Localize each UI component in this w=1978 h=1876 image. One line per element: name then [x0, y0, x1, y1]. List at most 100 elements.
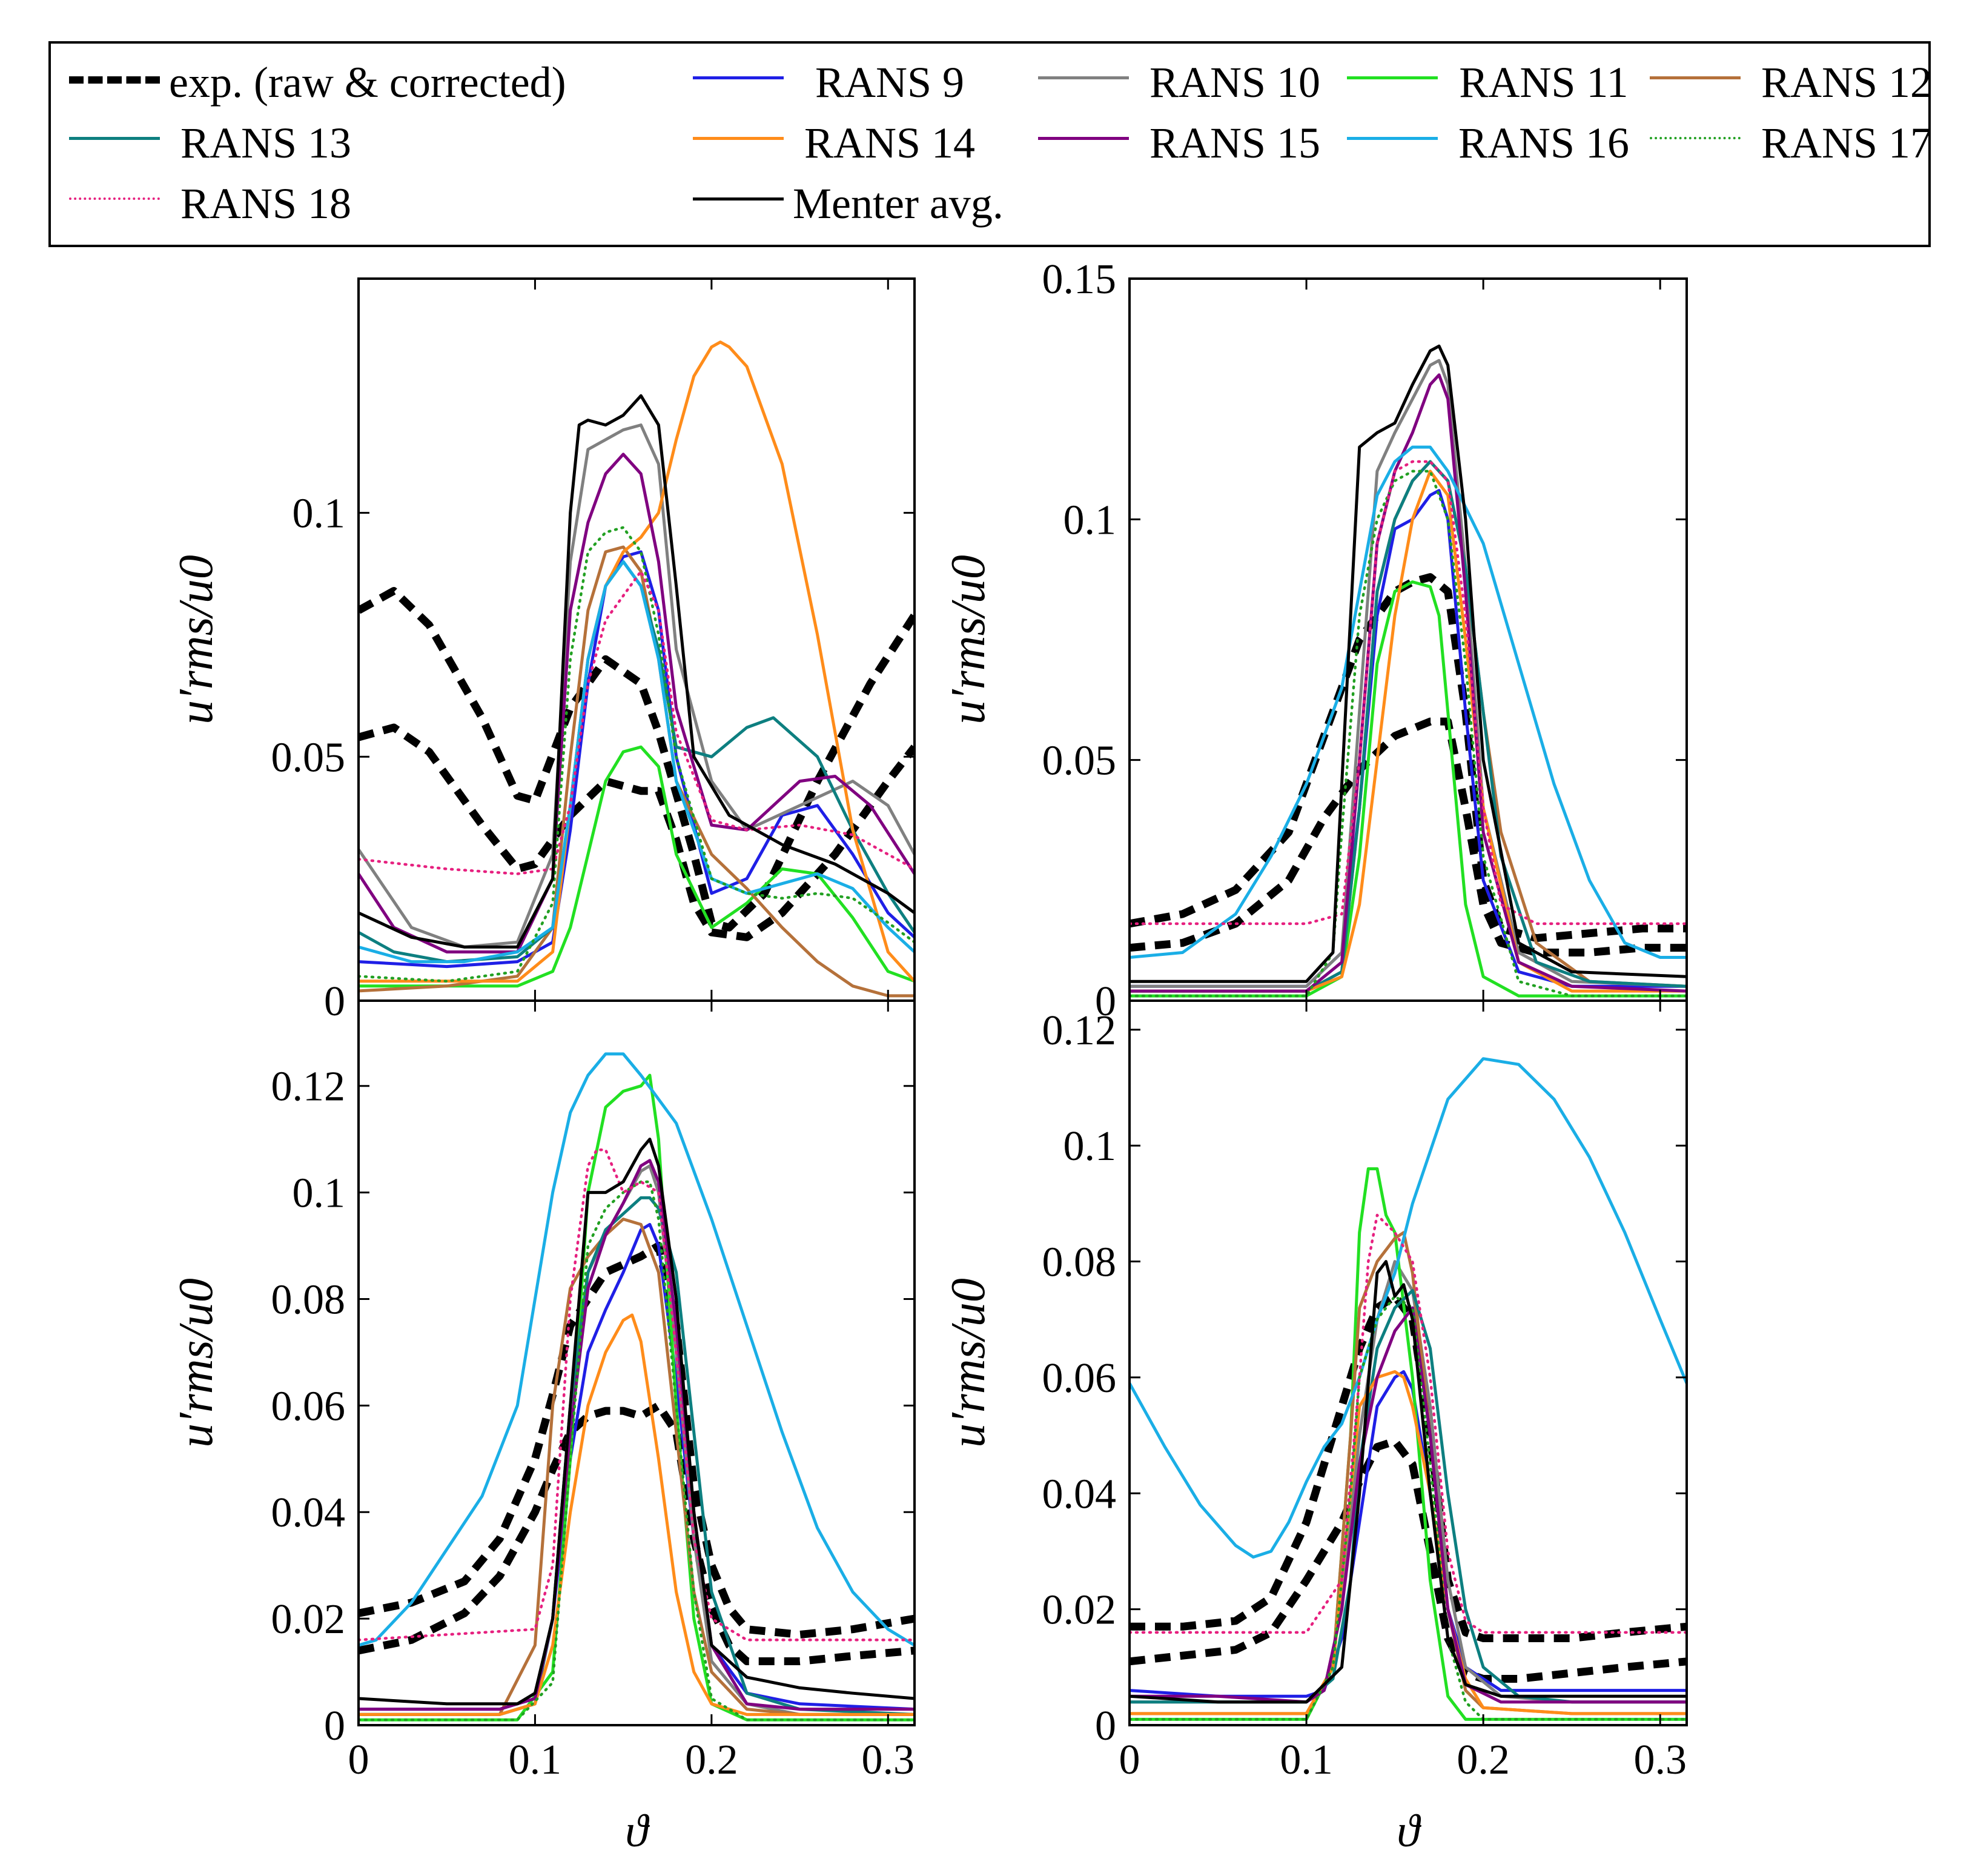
y-axis-label: u′rms/u0 [170, 555, 223, 724]
series-group [1130, 1057, 1687, 1721]
x-tick-label: 0.1 [1280, 1737, 1333, 1783]
series-line-menter [359, 394, 915, 949]
series-line-r14 [1130, 1370, 1687, 1715]
series-group [359, 1052, 915, 1722]
panel-bottom-left: 0 0.02 0.04 0.06 0.08 0.1 0.12 0 0.1 0.2 0.3 ϑ u′rms… [170, 999, 916, 1857]
x-tick-label: 0 [1119, 1737, 1140, 1783]
series-line-r10 [359, 423, 915, 949]
series-group [1130, 344, 1687, 998]
series-line-r18 [359, 1148, 915, 1642]
legend-item-r10: RANS 10 [1038, 52, 1353, 113]
legend-swatch-r14 [693, 137, 784, 140]
series-line-r15 [1130, 373, 1687, 993]
series-line-r16 [359, 1052, 915, 1647]
series-line-r13 [359, 1196, 915, 1716]
plot-frame [357, 999, 916, 1726]
legend-item-r17: RANS 17 [1650, 113, 1965, 173]
y-axis-label: u′rms/u0 [170, 1278, 223, 1448]
plot-frame [1128, 277, 1688, 1002]
legend-label-exp: exp. (raw & corrected) [169, 58, 566, 107]
legend-item-r13: RANS 13 [69, 113, 384, 173]
legend-label-r17: RANS 17 [1761, 119, 1933, 167]
legend-swatch-r11 [1347, 76, 1438, 79]
series-line-r16 [1130, 445, 1687, 959]
legend-label-r10: RANS 10 [1149, 58, 1321, 107]
y-tick-label: 0 [324, 1703, 345, 1749]
y-tick-label: 0.08 [271, 1276, 346, 1323]
series-line-exp [1130, 717, 1687, 956]
y-tick-label: 0.1 [293, 491, 346, 537]
y-tick-label: 0.12 [1042, 1007, 1117, 1054]
y-tick-label: 0.04 [1042, 1471, 1117, 1517]
legend-swatch-r13 [69, 137, 160, 140]
series-line-r15 [359, 452, 915, 953]
legend-label-r12: RANS 12 [1761, 58, 1933, 107]
legend-item-r12: RANS 12 [1650, 52, 1965, 113]
y-tick-label: 0.05 [1042, 738, 1117, 784]
legend-label-r13: RANS 13 [180, 119, 352, 167]
y-tick-label: 0.1 [293, 1170, 346, 1217]
x-tick-label: 0.3 [862, 1737, 915, 1783]
legend-item-r18: RANS 18 [69, 173, 384, 234]
x-axis-label: ϑ [625, 1806, 650, 1857]
x-tick-label: 0.2 [1457, 1737, 1510, 1783]
y-tick-label: 0.06 [1042, 1355, 1117, 1402]
legend-label-r9: RANS 9 [815, 58, 965, 107]
y-tick-label: 0 [1095, 978, 1116, 1025]
series-line-r13 [1130, 460, 1687, 993]
series-line-r9 [359, 1222, 915, 1711]
series-line-exp [359, 1401, 915, 1665]
legend-item-r15: RANS 15 [1038, 113, 1353, 173]
series-line-exp [359, 723, 915, 941]
y-tick-label: 0 [324, 978, 345, 1025]
series-line-r9 [359, 550, 915, 969]
y-tick-label: 0.15 [1042, 256, 1117, 303]
legend-swatch-r10 [1038, 76, 1129, 79]
series-line-menter [359, 1138, 915, 1706]
series-line-r16 [359, 560, 915, 964]
y-tick-label: 0.02 [1042, 1587, 1117, 1634]
y-tick-label: 0.12 [271, 1064, 346, 1110]
series-line-r18 [359, 569, 915, 875]
series-line-r15 [1130, 1306, 1687, 1704]
x-tick-label: 0.3 [1633, 1737, 1687, 1783]
y-tick-label: 0.1 [1063, 497, 1117, 543]
series-line-exp [359, 587, 915, 932]
y-tick-label: 0.06 [271, 1383, 346, 1430]
y-tick-label: 0.1 [1063, 1123, 1117, 1170]
legend-label-r14: RANS 14 [804, 119, 976, 167]
panel-top-left: 0 0.05 0.1 u′rms/u0 [170, 277, 916, 1025]
panel-top-right: 0 0.05 0.1 0.15 u′rms/u0 [942, 256, 1688, 1025]
series-line-r14 [359, 340, 915, 983]
series-line-r14 [359, 1313, 915, 1716]
legend-swatch-r15 [1038, 137, 1129, 140]
y-tick-label: 0.04 [271, 1490, 346, 1536]
legend-swatch-r16 [1347, 137, 1438, 140]
legend-label-r18: RANS 18 [180, 179, 352, 228]
x-tick-label: 0.1 [509, 1737, 562, 1783]
legend-swatch-r12 [1650, 76, 1741, 79]
series-line-r9 [1130, 489, 1687, 988]
legend-item-r14: RANS 14 [693, 113, 1008, 173]
series-line-exp [1130, 573, 1687, 943]
series-line-r17 [359, 1180, 915, 1722]
legend-label-r16: RANS 16 [1458, 119, 1630, 167]
series-line-r12 [359, 1218, 915, 1716]
y-tick-label: 0 [1095, 1703, 1116, 1749]
series-line-r10 [1130, 1260, 1687, 1704]
legend-item-r11: RANS 11 [1347, 52, 1662, 113]
series-line-r18 [1130, 1213, 1687, 1634]
series-line-exp [359, 1242, 915, 1639]
series-line-menter [1130, 1260, 1687, 1704]
x-axis-label: ϑ [1397, 1806, 1421, 1857]
series-line-r14 [1130, 469, 1687, 993]
series-line-r10 [1130, 359, 1687, 988]
y-axis-label: u′rms/u0 [942, 555, 995, 724]
y-tick-label: 0.05 [271, 734, 346, 781]
series-line-r13 [1130, 1288, 1687, 1704]
panel-bottom-right: 0 0.02 0.04 0.06 0.08 0.1 0.12 0 0.1 0.2 0.3 ϑ u′rms… [942, 999, 1688, 1857]
x-tick-label: 0.2 [685, 1737, 738, 1783]
series-line-r18 [1130, 460, 1687, 926]
series-line-menter [1130, 344, 1687, 983]
